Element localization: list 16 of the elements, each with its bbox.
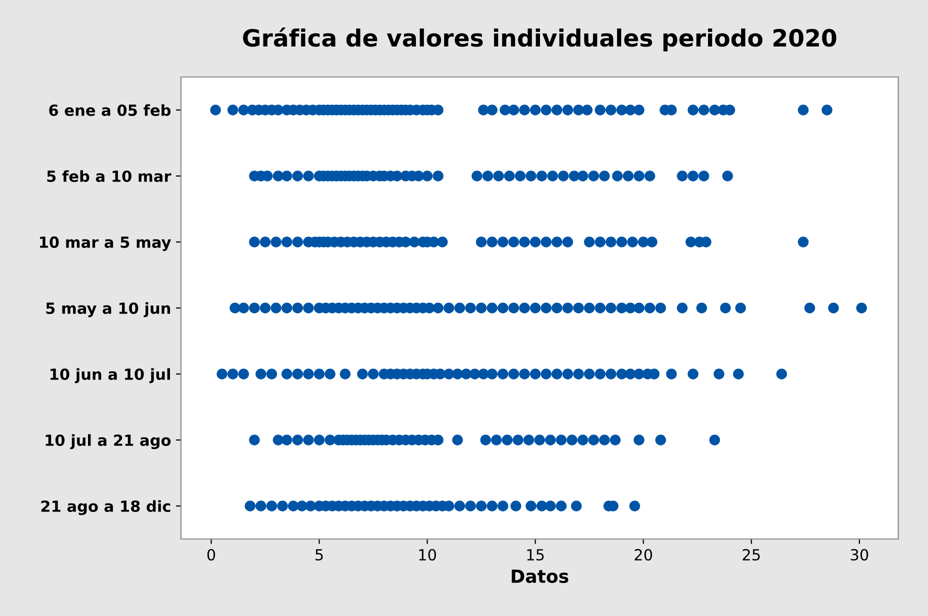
x-tick-label: 5 [316, 549, 323, 561]
y-tick-label: 10 jul a 21 ago [46, 434, 171, 450]
chart-title: Gráfica de valores individuales periodo 2020 [243, 28, 836, 52]
x-tick-label: 10 [419, 548, 436, 561]
y-tick-label: 5 may a 10 jun [46, 302, 170, 318]
x-tick-label: 0 [207, 548, 216, 561]
x-tick-label: 20 [634, 548, 652, 561]
y-tick-label: 10 mar a 5 may [40, 236, 171, 252]
y-tick-label: 10 jun a 10 jul [50, 368, 170, 384]
x-tick-label: 30 [850, 548, 868, 561]
x-tick-label: 25 [742, 548, 760, 561]
y-tick-label: 6 ene a 05 feb [49, 104, 171, 116]
x-axis-title: Datos [512, 570, 568, 584]
y-tick-label: 5 feb a 10 mar [47, 170, 172, 182]
x-tick-label: 15 [527, 549, 544, 561]
y-tick-label: 21 ago a 18 dic [41, 500, 170, 516]
